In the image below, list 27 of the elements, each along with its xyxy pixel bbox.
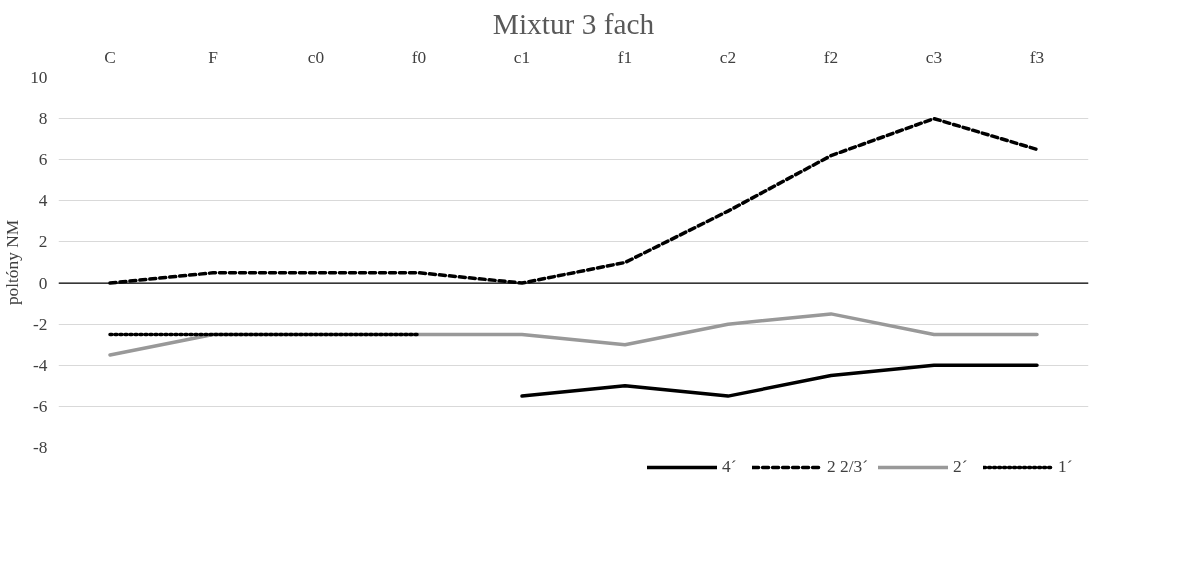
legend-label: 2´: [953, 457, 969, 477]
y-axis-title: poltóny NM: [3, 219, 23, 306]
x-tick-label: C: [104, 47, 116, 67]
x-tick-label: c3: [925, 47, 943, 67]
x-tick-label: F: [208, 47, 219, 67]
x-tick-label: f2: [823, 47, 839, 67]
y-tick-label: -6: [33, 396, 48, 416]
line-series: [520, 363, 1039, 398]
y-tick-label: -4: [33, 355, 48, 375]
y-tick-label: -8: [33, 438, 48, 457]
y-tick-label: 8: [38, 109, 48, 129]
x-tick-label: f1: [617, 47, 633, 67]
y-tick-label: 2: [38, 232, 48, 252]
legend-label: 1´: [1058, 457, 1074, 477]
x-tick-label: f0: [411, 47, 427, 67]
x-tick-label: c2: [719, 47, 737, 67]
y-tick-label: 0: [38, 273, 48, 293]
chart-title: Mixtur 3 fach: [492, 7, 655, 40]
y-tick-label: 10: [30, 68, 48, 87]
x-tick-label: f3: [1029, 47, 1045, 67]
y-tick-label: 4: [38, 191, 48, 211]
y-tick-label: -2: [33, 314, 48, 334]
x-tick-label: c1: [513, 47, 531, 67]
y-tick-label: 6: [38, 150, 48, 170]
x-tick-label: c0: [307, 47, 325, 67]
legend-label: 4´: [722, 457, 738, 477]
legend-label: 2 2/3´: [827, 457, 868, 477]
